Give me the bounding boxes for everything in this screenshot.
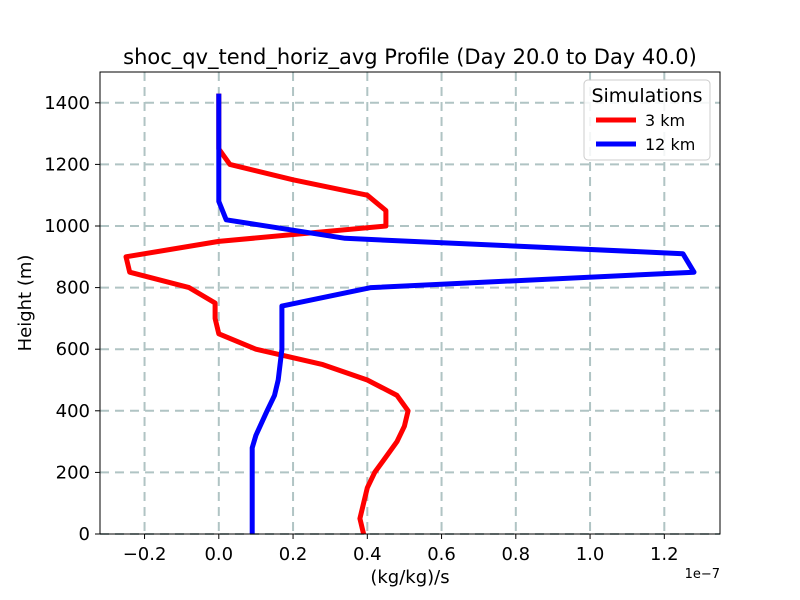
x-axis-label: (kg/kg)/s: [370, 567, 449, 588]
y-tick-label: 1000: [44, 216, 90, 237]
x-tick-label: −0.2: [123, 544, 167, 565]
y-tick-label: 1200: [44, 154, 90, 175]
y-tick-label: 0: [79, 524, 90, 545]
y-axis: 0 200 400 600 800 1000 1200 1400: [44, 93, 100, 545]
y-tick-label: 800: [56, 278, 90, 299]
x-axis-offset-label: 1e−7: [685, 567, 720, 582]
y-tick-label: 600: [56, 339, 90, 360]
legend-title: Simulations: [591, 85, 702, 107]
series-line-3km: [123, 93, 411, 535]
series-line-12km: [216, 93, 697, 534]
y-axis-label: Height (m): [15, 255, 36, 352]
x-axis: −0.2 0.0 0.2 0.4 0.6 0.8 1.0 1.2: [123, 534, 679, 565]
plot-frame: [99, 71, 721, 535]
x-tick-label: 0.6: [427, 544, 456, 565]
chart-title: shoc_qv_tend_horiz_avg Profile (Day 20.0…: [123, 45, 697, 70]
x-tick-label: 0.4: [353, 544, 382, 565]
y-tick-label: 1400: [44, 93, 90, 114]
series-layer: [123, 93, 697, 535]
x-tick-label: 1.2: [650, 544, 679, 565]
x-tick-label: 1.0: [576, 544, 605, 565]
y-tick-label: 400: [56, 401, 90, 422]
legend: Simulations 3 km 12 km: [583, 79, 711, 161]
x-tick-label: 0.8: [501, 544, 530, 565]
y-tick-label: 200: [56, 462, 90, 483]
legend-label-3km: 3 km: [645, 111, 685, 130]
legend-label-12km: 12 km: [645, 135, 695, 154]
x-tick-label: 0.0: [204, 544, 233, 565]
legend-box: [583, 79, 711, 161]
x-tick-label: 0.2: [279, 544, 308, 565]
